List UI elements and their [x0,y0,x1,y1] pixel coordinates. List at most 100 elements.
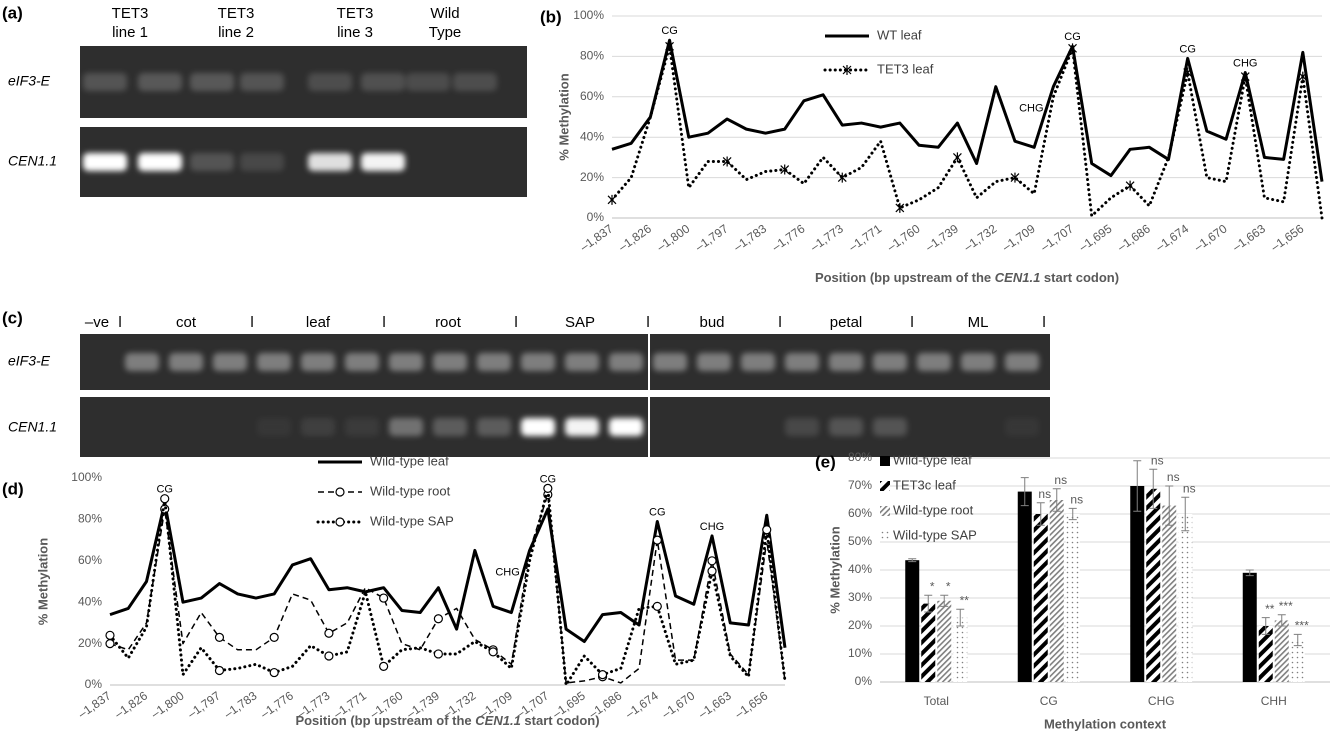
annotation: CHG [1019,103,1043,115]
bar [953,618,967,682]
x-tick-label: Total [924,694,949,708]
data-marker [325,629,333,637]
significance-label: ns [1038,487,1051,501]
gel-band [361,73,405,91]
x-tick-label: –1,826 [112,688,150,721]
bar [1018,492,1032,682]
x-tick-label: CHG [1148,694,1175,708]
x-tick-label: –1,776 [769,221,807,254]
data-marker [599,671,607,679]
gel-band [873,418,907,436]
significance-label: ns [1151,453,1164,467]
lane-label: line 1 [112,24,148,41]
x-axis-title-part: CEN1.1 [995,270,1041,285]
gel-band [785,353,819,371]
bar [1034,514,1048,682]
annotation: CHG [495,566,519,578]
gel-band [829,353,863,371]
legend-label: WT leaf [877,27,922,42]
data-marker [653,602,661,610]
gel-band [389,418,423,436]
x-axis-title: Methylation context [1044,716,1167,731]
legend-label: Wild-type leaf [893,452,972,467]
x-axis-title: Position (bp upstream of the CEN1.1 star… [815,270,1119,285]
lane-label: cot [176,314,197,331]
legend-swatch [880,531,890,541]
lane-label: line 3 [337,24,373,41]
lane-label: l [646,314,649,331]
bar [1146,489,1160,682]
gel-band [125,353,159,371]
gel-band [453,73,497,91]
x-tick-label: –1,837 [577,221,615,254]
x-tick-label: –1,686 [586,688,624,721]
lane-label: SAP [565,314,595,331]
gel-band [169,353,203,371]
row-label: eIF3-E [8,353,51,369]
lane-label: l [778,314,781,331]
bar [1275,620,1289,682]
y-tick-label: 40% [78,594,102,608]
legend-label: TET3 leaf [877,61,934,76]
y-tick-label: 20% [580,170,604,184]
significance-label: ** [960,593,970,607]
gel-band [240,153,284,171]
x-tick-label: –1,674 [1153,221,1191,254]
x-tick-label: –1,800 [148,688,186,721]
x-tick-label: –1,797 [185,688,223,721]
y-tick-label: 70% [848,478,872,492]
gel-band [917,353,951,371]
significance-label: ns [1167,470,1180,484]
panel-label: (a) [2,3,23,22]
y-tick-label: 80% [580,49,604,63]
data-marker [215,633,223,641]
lane-label: bud [699,314,724,331]
bar [1243,573,1257,682]
x-tick-label: –1,709 [1000,221,1038,254]
data-marker [434,650,442,658]
y-tick-label: 0% [587,210,605,224]
data-marker [380,662,388,670]
gel-band [1005,418,1039,436]
significance-label: ns [1070,493,1083,507]
bar [1162,506,1176,682]
gel-band [389,353,423,371]
x-tick-label: –1,760 [884,221,922,254]
significance-label: *** [1279,599,1293,613]
x-tick-label: –1,674 [623,688,661,721]
x-tick-label: –1,656 [1268,221,1306,254]
bar [1066,514,1080,682]
lane-label: l [514,314,517,331]
y-tick-label: 100% [573,8,604,22]
lane-label: l [910,314,913,331]
legend-label: Wild-type SAP [370,513,454,528]
significance-label: * [946,579,951,593]
gel-band [406,73,450,91]
data-marker [1069,43,1077,53]
x-tick-label: –1,732 [961,221,999,254]
bar [1050,500,1064,682]
legend-marker [336,518,344,526]
y-tick-label: 80% [78,512,102,526]
gel-band [240,73,284,91]
lane-label: Type [429,24,462,41]
y-tick-label: 20% [848,618,872,632]
data-marker [708,567,716,575]
panel-label: (e) [815,452,836,471]
row-label: CEN1.1 [8,153,57,169]
x-tick-label: –1,670 [1191,221,1229,254]
significance-label: ns [1054,473,1067,487]
gel-band [477,353,511,371]
error-bar [908,559,916,562]
lane-label: l [1042,314,1045,331]
gel-band [345,353,379,371]
x-tick-label: CG [1040,694,1058,708]
lane-label: petal [830,314,863,331]
y-tick-label: 10% [848,646,872,660]
gel-band [308,73,352,91]
gel-band [190,153,234,171]
data-marker [106,631,114,639]
lane-label: –ve [85,314,109,331]
lane-label: Wild [430,5,459,22]
lane-label: TET3 [218,5,255,22]
